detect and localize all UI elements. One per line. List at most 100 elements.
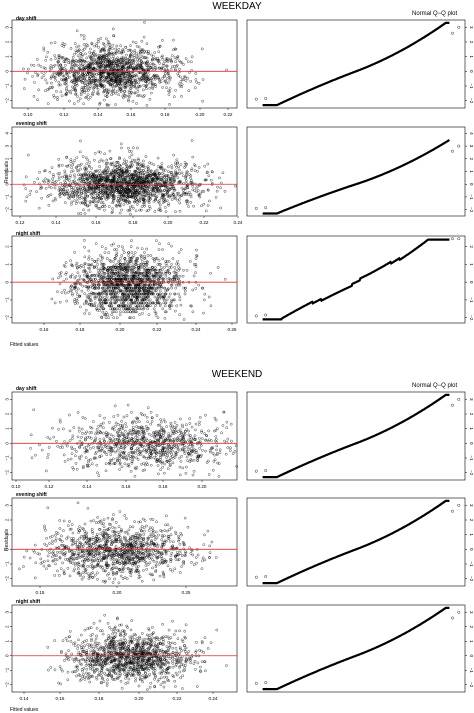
residual-point	[73, 302, 77, 305]
residual-point	[120, 87, 124, 91]
residual-point	[142, 269, 146, 272]
residual-point	[100, 72, 103, 76]
residual-point	[98, 175, 102, 179]
residual-point	[74, 72, 78, 76]
residual-point	[89, 85, 92, 88]
residual-point	[130, 84, 133, 87]
residual-point	[111, 89, 114, 93]
residual-point	[127, 146, 130, 150]
residual-point	[106, 60, 109, 64]
residual-point	[75, 202, 78, 205]
y-tick-label: −2	[5, 470, 10, 476]
residual-point	[177, 165, 181, 169]
residual-point	[93, 61, 96, 64]
residual-point	[138, 190, 142, 194]
residual-point	[75, 63, 79, 67]
residual-point	[97, 46, 100, 49]
residual-point	[161, 248, 164, 251]
residual-point	[121, 55, 125, 59]
residual-point	[180, 171, 184, 175]
residual-point	[74, 184, 78, 188]
residual-point	[146, 60, 149, 63]
residual-point	[125, 53, 128, 57]
residual-point	[95, 174, 99, 177]
residual-point	[135, 52, 138, 55]
residual-point	[157, 66, 161, 70]
residual-point	[152, 163, 156, 166]
residual-point	[145, 247, 148, 251]
residual-point	[124, 310, 128, 314]
residual-point	[85, 173, 88, 176]
residual-point	[158, 203, 162, 207]
residual-point	[154, 304, 157, 308]
residual-point	[59, 83, 62, 87]
residual-point	[143, 204, 146, 208]
residual-point	[92, 80, 95, 83]
residual-point	[74, 49, 78, 53]
residual-point	[168, 103, 171, 106]
residual-point	[165, 174, 168, 177]
residual-point	[189, 260, 192, 263]
residual-point	[208, 199, 211, 203]
residual-point	[73, 199, 76, 202]
residual-point	[97, 200, 100, 203]
qq-y-tick-label: −2	[469, 207, 474, 213]
residual-point	[76, 164, 80, 167]
residual-point	[129, 450, 133, 454]
qq-tail-point	[457, 144, 461, 148]
residual-point	[141, 186, 144, 189]
residual-point	[157, 50, 161, 54]
residual-point	[177, 82, 181, 86]
x-tick-label: 0.16	[92, 220, 101, 225]
residual-point	[111, 207, 114, 210]
residual-point	[103, 296, 107, 299]
residual-point	[111, 200, 115, 203]
residual-point	[74, 93, 77, 96]
residual-point	[144, 56, 147, 59]
residual-frame	[11, 391, 238, 481]
residual-point	[170, 171, 173, 174]
residual-point	[195, 248, 198, 252]
residual-point	[79, 305, 82, 309]
residual-point	[140, 205, 144, 208]
residual-point	[55, 90, 58, 93]
residual-point	[110, 51, 113, 55]
residual-point	[92, 49, 96, 53]
residual-point	[210, 170, 214, 173]
weekday-panel-1-label: day shift	[16, 16, 37, 22]
residual-point	[137, 84, 140, 88]
residual-point	[84, 52, 87, 56]
residual-point	[158, 289, 162, 293]
residual-point	[58, 282, 62, 286]
residual-point	[79, 93, 83, 97]
residual-point	[206, 204, 210, 207]
residual-point	[51, 75, 55, 79]
residual-point	[191, 310, 195, 314]
residual-point	[99, 57, 103, 61]
residual-point	[127, 254, 130, 257]
residual-point	[132, 60, 136, 63]
residual-point	[126, 84, 130, 88]
residual-point	[117, 244, 120, 248]
residual-point	[159, 67, 163, 71]
residual-point	[82, 81, 86, 84]
residual-point	[174, 210, 177, 213]
residual-point	[130, 153, 134, 157]
residual-point	[59, 72, 62, 76]
residual-point	[77, 65, 80, 68]
residual-point	[57, 83, 61, 87]
residual-point	[104, 179, 107, 183]
residual-point	[90, 59, 94, 63]
residual-point	[138, 167, 141, 171]
residual-point	[44, 187, 48, 190]
residual-point	[104, 63, 108, 67]
x-tick-label: 0.20	[196, 112, 205, 117]
residual-point	[137, 172, 140, 175]
residual-point	[73, 175, 77, 179]
residual-point	[64, 78, 67, 81]
residual-point	[73, 173, 76, 177]
qq-y-tick-label: 3	[469, 26, 474, 29]
residual-point	[78, 75, 81, 79]
residual-point	[133, 54, 136, 57]
